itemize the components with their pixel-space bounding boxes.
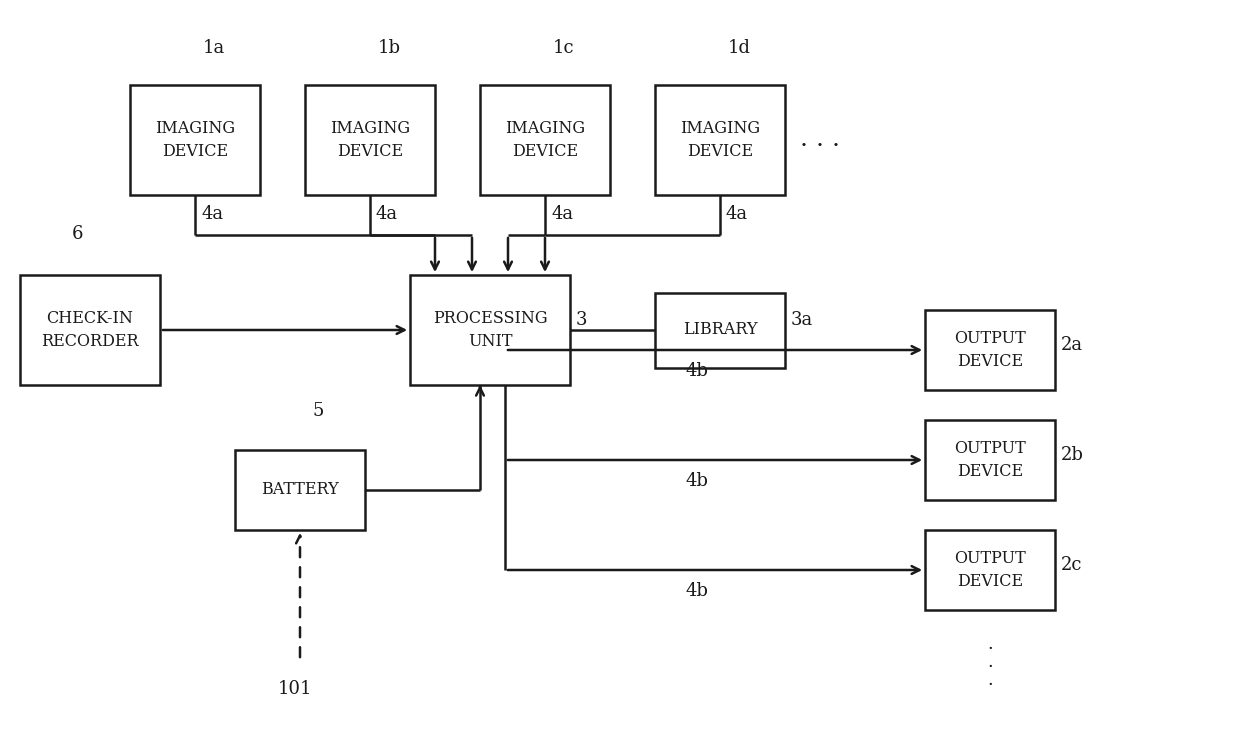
Text: 4b: 4b — [684, 472, 708, 490]
Bar — [925, 420, 1055, 500]
Bar — [20, 275, 160, 385]
Bar — [655, 292, 785, 367]
Bar — [236, 450, 365, 530]
Text: OUTPUT
DEVICE: OUTPUT DEVICE — [954, 551, 1025, 590]
Text: 4b: 4b — [684, 582, 708, 600]
Bar — [925, 310, 1055, 390]
Bar — [410, 275, 570, 385]
Text: ·
·
·: · · · — [987, 640, 993, 694]
Text: 2c: 2c — [1061, 556, 1083, 574]
Text: IMAGING
DEVICE: IMAGING DEVICE — [330, 120, 410, 160]
Text: 1d: 1d — [728, 39, 751, 57]
Text: OUTPUT
DEVICE: OUTPUT DEVICE — [954, 441, 1025, 479]
Bar — [480, 85, 610, 195]
Text: 2b: 2b — [1061, 446, 1084, 464]
Text: 4a: 4a — [201, 205, 223, 223]
Bar — [925, 530, 1055, 610]
Bar — [305, 85, 435, 195]
Text: 4a: 4a — [376, 205, 398, 223]
Text: 2a: 2a — [1061, 336, 1083, 354]
Text: 3a: 3a — [791, 311, 813, 329]
Text: 1a: 1a — [203, 39, 226, 57]
Text: 4a: 4a — [725, 205, 748, 223]
Text: IMAGING
DEVICE: IMAGING DEVICE — [155, 120, 236, 160]
Text: 1c: 1c — [553, 39, 574, 57]
Text: BATTERY: BATTERY — [262, 482, 339, 499]
Text: 6: 6 — [72, 225, 83, 243]
Text: . . .: . . . — [800, 128, 839, 151]
Text: 1b: 1b — [378, 39, 401, 57]
Text: PROCESSING
UNIT: PROCESSING UNIT — [433, 310, 547, 349]
Text: CHECK-IN
RECORDER: CHECK-IN RECORDER — [41, 310, 139, 349]
Text: LIBRARY: LIBRARY — [683, 321, 758, 338]
Bar — [130, 85, 260, 195]
Text: 5: 5 — [312, 402, 324, 420]
Text: IMAGING
DEVICE: IMAGING DEVICE — [680, 120, 760, 160]
Text: 101: 101 — [278, 680, 312, 698]
Bar — [655, 85, 785, 195]
Text: 4a: 4a — [551, 205, 573, 223]
Text: OUTPUT
DEVICE: OUTPUT DEVICE — [954, 330, 1025, 370]
Text: IMAGING
DEVICE: IMAGING DEVICE — [505, 120, 585, 160]
Text: 4b: 4b — [684, 362, 708, 380]
Text: 3: 3 — [577, 311, 588, 329]
